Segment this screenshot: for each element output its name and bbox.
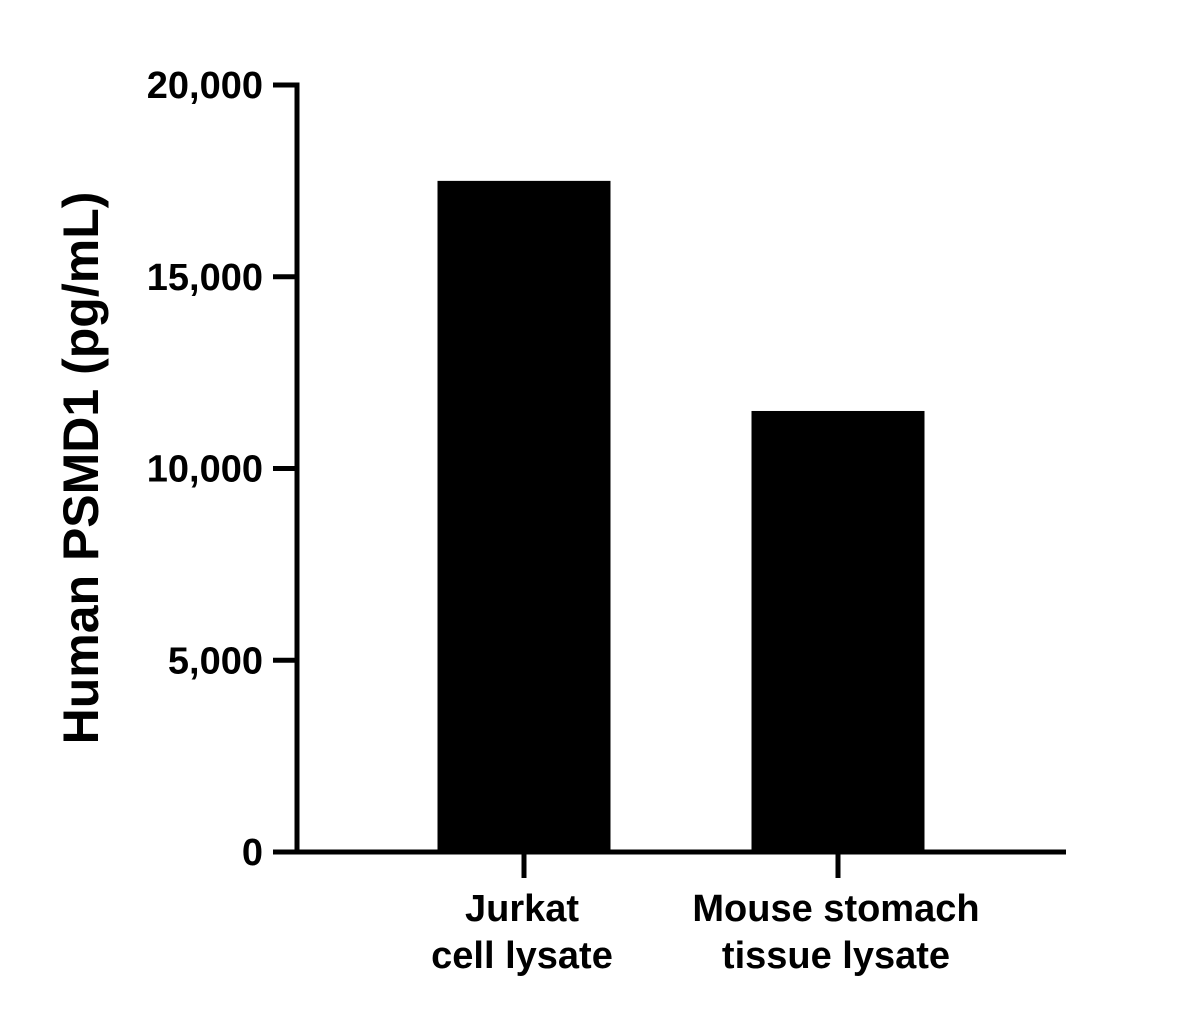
- y-axis-title: Human PSMD1 (pg/mL): [53, 192, 109, 745]
- x-category-label: Mouse stomach: [692, 888, 979, 930]
- y-tick-label: 10,000: [147, 449, 263, 491]
- y-tick-label: 5,000: [168, 640, 263, 682]
- y-tick-label: 15,000: [147, 257, 263, 299]
- axes-layer: [273, 82, 1066, 855]
- bars-layer: [437, 180, 925, 852]
- bar-1: [437, 180, 611, 852]
- x-category-label: Jurkat: [465, 888, 579, 930]
- x-category-label: tissue lysate: [722, 935, 950, 977]
- y-ticks: 0 5,000 10,000 15,000 20,000: [147, 65, 297, 874]
- y-tick-label: 0: [242, 832, 263, 874]
- bar-2: [751, 410, 925, 852]
- y-tick-label: 20,000: [147, 65, 263, 107]
- x-category-label: cell lysate: [431, 935, 613, 977]
- x-ticks: Jurkat cell lysate Mouse stomach tissue lys…: [431, 852, 980, 977]
